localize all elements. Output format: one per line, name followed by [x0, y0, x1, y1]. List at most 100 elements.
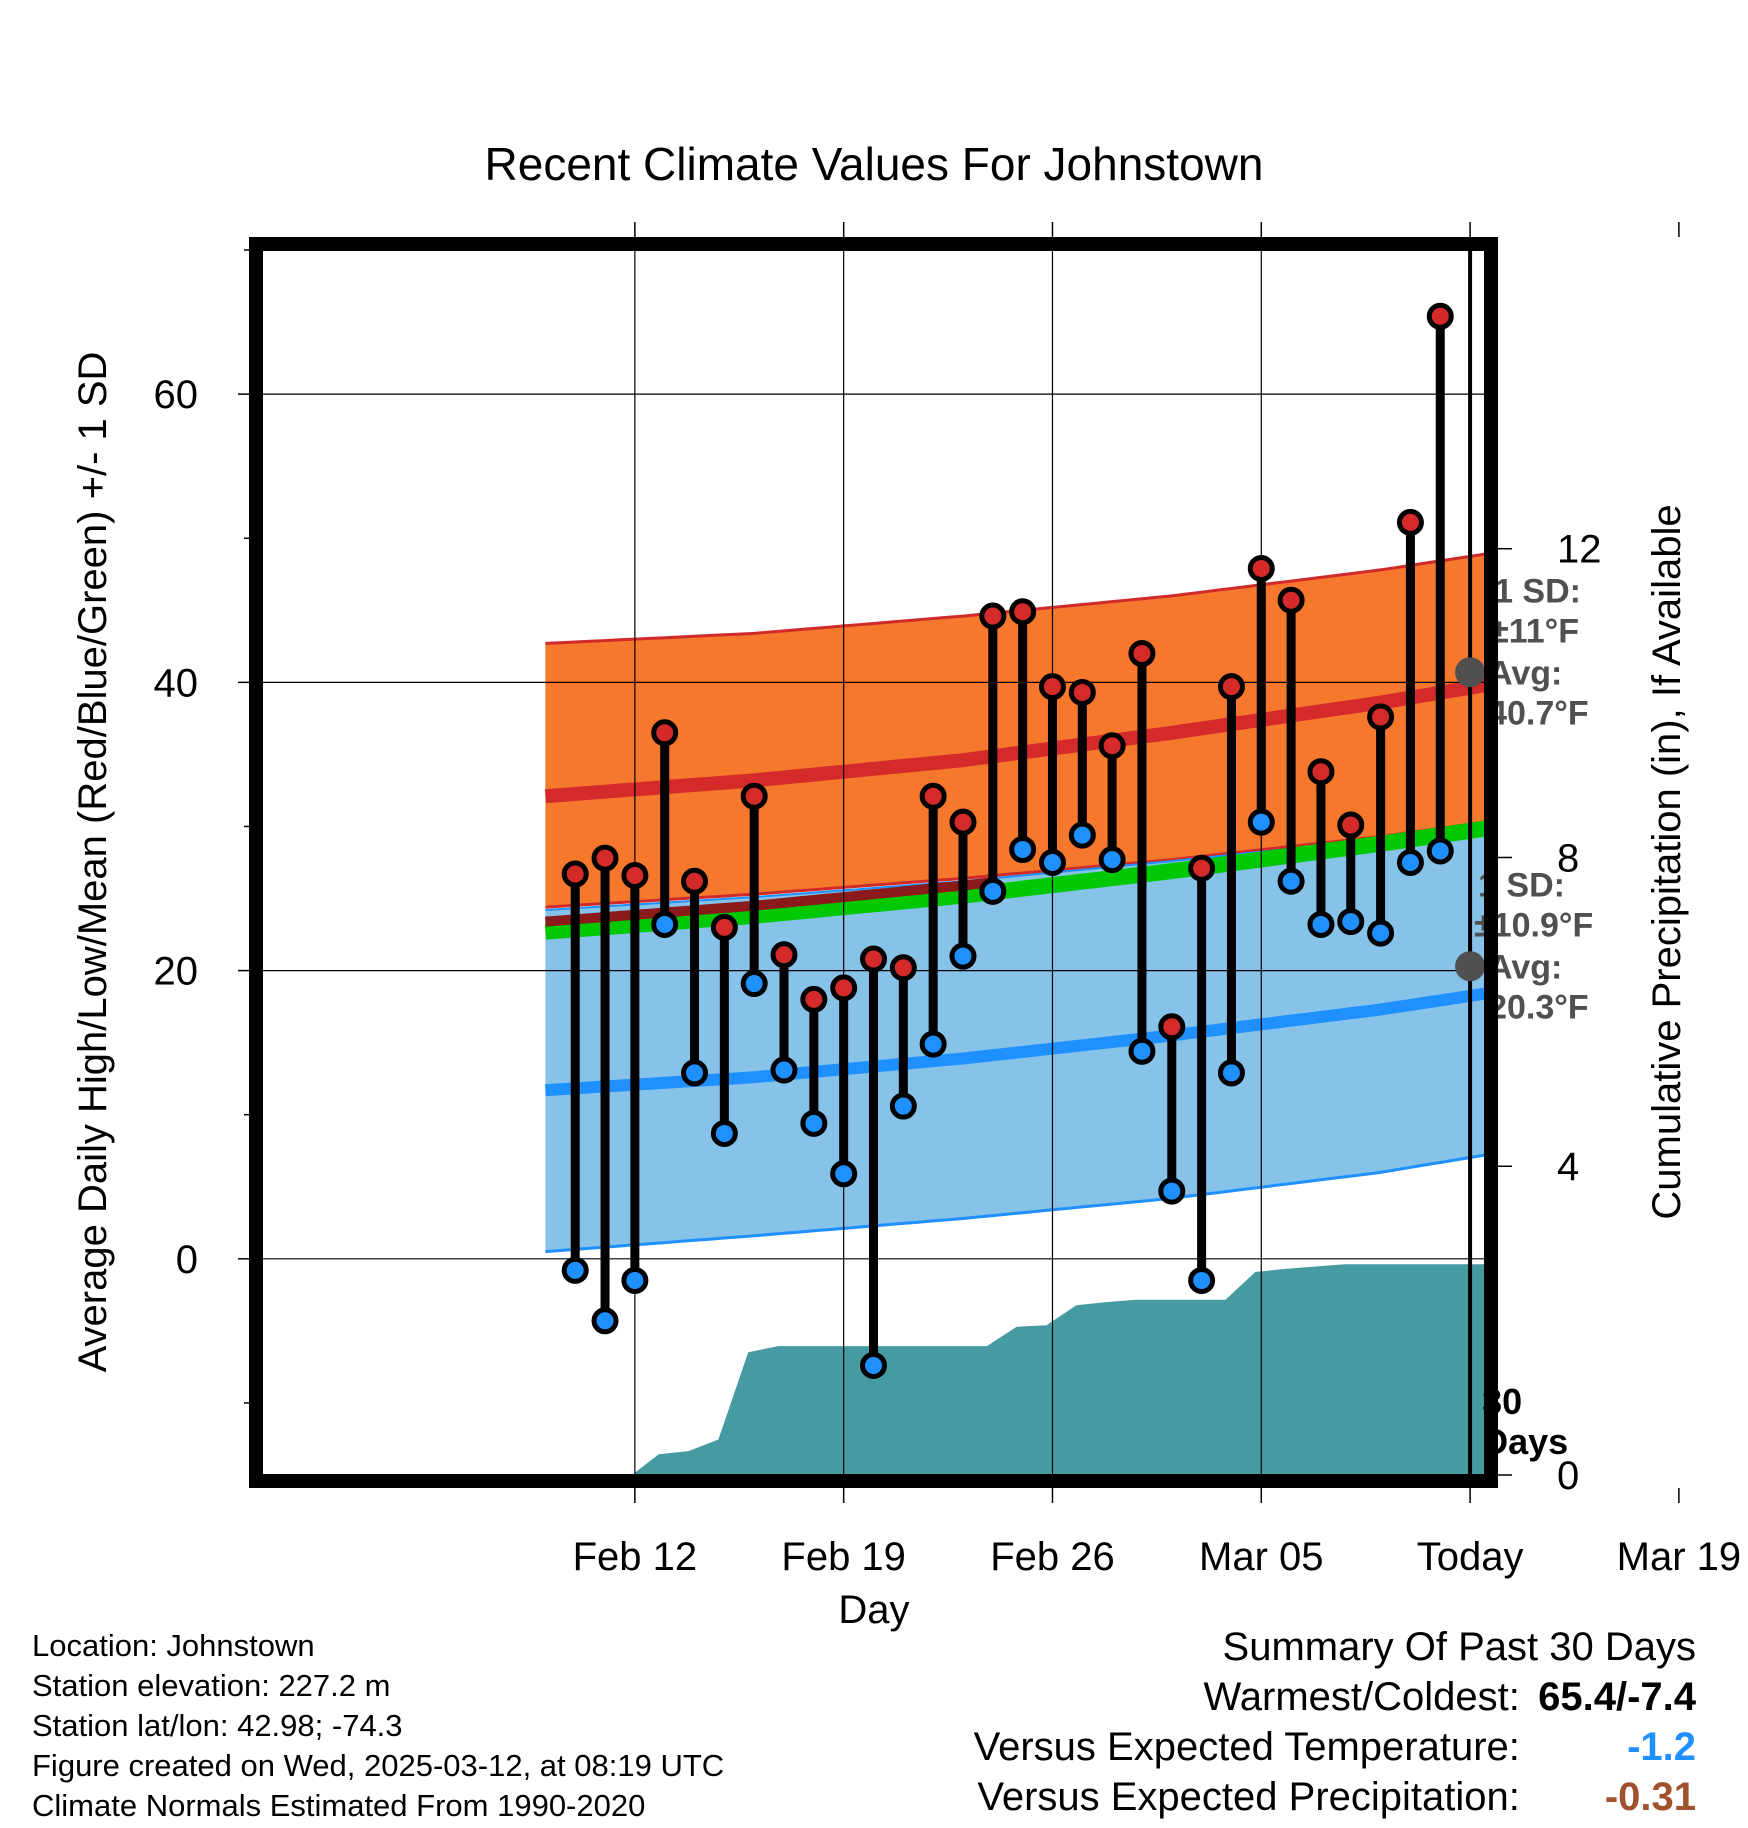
plot-frame — [249, 237, 1498, 1488]
latlon-text: Station lat/lon: 42.98; -74.3 — [32, 1708, 403, 1743]
low-point — [1068, 821, 1096, 849]
high-sd-label: 1 SD: — [1494, 572, 1581, 610]
high-point — [621, 861, 649, 889]
low-point — [860, 1351, 887, 1379]
y-right-tick-label: 8 — [1557, 836, 1579, 880]
today-low-avg-marker — [1455, 951, 1486, 982]
chart-title: Recent Climate Values For Johnstown — [485, 138, 1264, 190]
summary-precip-row: Versus Expected Precipitation: -0.31 — [974, 1772, 1696, 1822]
low-point — [1426, 837, 1454, 865]
low-sd-band — [545, 824, 1485, 1252]
low-point — [561, 1256, 589, 1284]
low-point — [830, 1160, 858, 1188]
high-upper-line — [545, 552, 1485, 645]
axes: 0 20 40 60 0 4 8 12 Feb 12 Feb 19 Feb 26 Mar 05 Toda… — [154, 222, 1742, 1579]
high-mean-line — [544, 678, 1485, 804]
low-point — [1307, 910, 1335, 938]
high-point — [1247, 555, 1275, 582]
high-point — [651, 719, 679, 747]
low-point — [1038, 849, 1066, 876]
low-point — [919, 1030, 947, 1058]
low-point — [621, 1266, 649, 1294]
low-upper-line — [545, 823, 1485, 912]
high-point — [949, 808, 977, 836]
low-point — [740, 970, 768, 998]
high-point — [1128, 640, 1156, 668]
low-point — [1367, 919, 1395, 947]
high-point — [1307, 758, 1335, 786]
plot-area — [262, 250, 1485, 1475]
high-point — [860, 945, 887, 973]
high-point — [740, 782, 768, 810]
station-info: Location: Johnstown Station elevation: 2… — [32, 1626, 724, 1826]
high-point — [710, 913, 738, 941]
y-left-tick-label: 60 — [154, 373, 199, 417]
high-point — [1158, 1013, 1186, 1041]
low-point — [889, 1092, 917, 1120]
y-right-tick-label: 0 — [1557, 1454, 1579, 1498]
low-point — [1188, 1266, 1216, 1294]
high-avg-label: Avg: — [1488, 654, 1562, 692]
low-point — [681, 1059, 709, 1087]
high-point — [979, 602, 1007, 630]
low-point — [949, 942, 977, 970]
low-point — [979, 877, 1007, 905]
low-avg-value: 20.3°F — [1488, 988, 1589, 1026]
x-tick-label: Today — [1417, 1535, 1524, 1579]
low-point — [591, 1307, 619, 1335]
summary-title: Summary Of Past 30 Days — [1222, 1625, 1696, 1669]
low-point — [651, 910, 679, 938]
high-lower-line — [545, 820, 1485, 909]
high-point — [1009, 598, 1037, 626]
precip-area — [536, 1264, 1485, 1475]
high-sd-value: ±11°F — [1490, 612, 1579, 650]
summary-temp-row: Versus Expected Temperature: -1.2 — [974, 1722, 1696, 1772]
location-text: Location: Johnstown — [32, 1628, 315, 1663]
low-point — [1396, 849, 1424, 876]
low-point — [800, 1109, 828, 1137]
y-left-tick-label: 0 — [176, 1238, 198, 1282]
warmest-value: 65.4/-7.4 — [1538, 1675, 1696, 1719]
warmest-label: Warmest/Coldest: — [1203, 1675, 1520, 1719]
high-point — [1426, 302, 1454, 330]
temp-label: Versus Expected Temperature: — [973, 1725, 1520, 1769]
high-point — [800, 985, 828, 1013]
high-point — [1038, 673, 1066, 701]
x-tick-label: Mar 19 — [1617, 1535, 1742, 1579]
high-point — [1068, 678, 1096, 706]
x-tick-label: Feb 19 — [781, 1535, 906, 1579]
high-avg-value: 40.7°F — [1488, 694, 1589, 732]
low-point — [1337, 908, 1365, 936]
y-right-tick-label: 4 — [1557, 1145, 1579, 1189]
y-right-tick-label: 12 — [1557, 528, 1602, 572]
y-left-tick-label: 40 — [154, 661, 199, 705]
low-avg-label: Avg: — [1488, 948, 1562, 986]
temp-value: -1.2 — [1627, 1725, 1696, 1769]
high-point — [1396, 508, 1424, 536]
high-point — [1188, 854, 1216, 882]
high-point — [830, 974, 858, 1002]
summary-panel: Summary Of Past 30 Days Warmest/Coldest:… — [974, 1622, 1696, 1822]
high-point — [1098, 732, 1126, 760]
y-axis-right-title: Cumulative Precipitation (in), If Availa… — [1645, 504, 1689, 1219]
low-point — [1128, 1037, 1156, 1065]
x-tick-label: Feb 12 — [573, 1535, 698, 1579]
low-point — [710, 1119, 738, 1147]
low-point — [1009, 836, 1037, 864]
normals-text: Climate Normals Estimated From 1990-2020 — [32, 1788, 646, 1823]
low-point — [770, 1056, 798, 1084]
high-point — [919, 782, 947, 810]
overlap-line — [545, 877, 994, 927]
low-point — [1217, 1059, 1245, 1087]
high-point — [681, 867, 709, 895]
high-point — [770, 941, 798, 969]
elevation-text: Station elevation: 227.2 m — [32, 1668, 391, 1703]
precip-label: Versus Expected Precipitation: — [977, 1775, 1520, 1819]
high-point — [1367, 703, 1395, 731]
low-point — [1247, 808, 1275, 836]
y-axis-left-title: Average Daily High/Low/Mean (Red/Blue/Gr… — [71, 352, 115, 1373]
high-point — [561, 860, 589, 888]
created-text: Figure created on Wed, 2025-03-12, at 08… — [32, 1748, 725, 1783]
mean-normal-line — [544, 820, 1485, 940]
